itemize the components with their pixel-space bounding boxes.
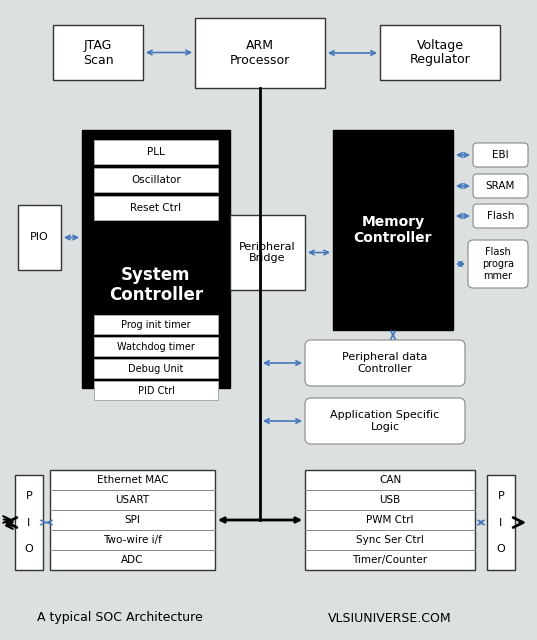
Text: Sync Ser Ctrl: Sync Ser Ctrl [356,535,424,545]
FancyBboxPatch shape [473,174,528,198]
Bar [380,25,500,80]
Bar [195,18,325,88]
FancyBboxPatch shape [473,143,528,167]
Text: PWM Ctrl: PWM Ctrl [366,515,413,525]
Bar [94,315,218,334]
Bar [305,470,475,570]
Text: System
Controller: System Controller [109,266,203,305]
Text: Application Specific
Logic: Application Specific Logic [330,410,440,432]
Text: Two-wire i/f: Two-wire i/f [103,535,162,545]
FancyBboxPatch shape [468,240,528,288]
Text: O: O [497,544,505,554]
Text: PID Ctrl: PID Ctrl [137,385,175,396]
Text: Watchdog timer: Watchdog timer [117,342,195,351]
Bar [94,381,218,400]
Bar [94,337,218,356]
Bar [15,475,43,570]
Bar [53,25,143,80]
Text: Memory
Controller: Memory Controller [354,215,432,245]
Text: A typical SOC Architecture: A typical SOC Architecture [37,611,203,625]
Text: I: I [27,518,31,527]
Text: ARM
Processor: ARM Processor [230,39,290,67]
Text: PIO: PIO [30,232,49,243]
Text: Peripheral data
Controller: Peripheral data Controller [342,352,427,374]
Bar [230,215,305,290]
Text: SRAM: SRAM [486,181,515,191]
Text: P: P [498,491,504,501]
FancyBboxPatch shape [473,204,528,228]
Text: Oscillator: Oscillator [131,175,181,185]
Text: Flash
progra
mmer: Flash progra mmer [482,248,514,280]
Bar [487,475,515,570]
FancyBboxPatch shape [305,340,465,386]
Text: VLSIUNIVERSE.COM: VLSIUNIVERSE.COM [328,611,452,625]
Bar [50,470,215,570]
Text: I: I [499,518,503,527]
Text: USB: USB [379,495,401,505]
Text: P: P [26,491,32,501]
Text: Debug Unit: Debug Unit [128,364,184,374]
Bar [94,359,218,378]
Text: Prog init timer: Prog init timer [121,319,191,330]
Bar [94,140,218,164]
Bar [94,168,218,192]
Text: Timer/Counter: Timer/Counter [352,555,427,565]
Text: SPI: SPI [125,515,141,525]
Text: JTAG
Scan: JTAG Scan [83,38,113,67]
Text: PLL: PLL [147,147,165,157]
Bar [82,130,230,388]
Text: CAN: CAN [379,475,401,485]
Text: O: O [25,544,33,554]
Bar [94,196,218,220]
Text: USART: USART [115,495,150,505]
Text: Ethernet MAC: Ethernet MAC [97,475,168,485]
Bar [18,205,61,270]
Text: ADC: ADC [121,555,144,565]
FancyBboxPatch shape [305,398,465,444]
Text: Peripheral
Bridge: Peripheral Bridge [239,242,296,263]
Text: EBI: EBI [492,150,509,160]
Text: Flash: Flash [487,211,514,221]
Bar [333,130,453,330]
Text: Reset Ctrl: Reset Ctrl [130,203,182,213]
Text: Voltage
Regulator: Voltage Regulator [410,38,470,67]
